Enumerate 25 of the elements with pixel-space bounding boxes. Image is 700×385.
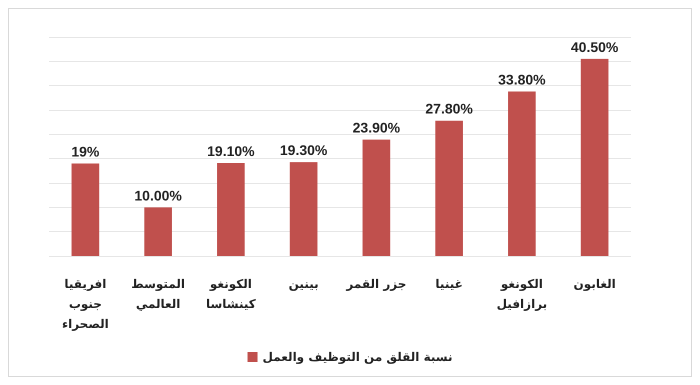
- data-label: 27.80%: [425, 100, 474, 117]
- bar: [72, 164, 100, 256]
- data-label: 23.90%: [352, 120, 401, 136]
- bar: [290, 162, 318, 256]
- bar: [362, 140, 390, 256]
- x-tick-label: جزر القمر: [345, 277, 406, 291]
- bar: [580, 58, 608, 256]
- x-tick-label: بينين: [288, 277, 319, 291]
- data-label: 19.30%: [280, 142, 328, 158]
- x-tick-label: الغابون: [574, 277, 616, 291]
- data-label: 19.10%: [207, 143, 256, 160]
- bar: [217, 163, 245, 256]
- data-label: 10.00%: [134, 187, 182, 204]
- x-tick-label: افريقيا جنوب الصحراء: [62, 277, 109, 331]
- data-label: 33.80%: [498, 72, 546, 88]
- x-tick-label: غينيا: [435, 277, 463, 291]
- legend-label: نسبة القلق من التوظيف والعمل: [262, 350, 452, 364]
- bar: [435, 120, 463, 256]
- x-tick-label: الكونغو كينشاسا: [206, 277, 256, 311]
- x-tick-label: المتوسط العالمي: [131, 277, 185, 311]
- data-label: 19%: [71, 144, 100, 160]
- data-label: 40.50%: [570, 38, 619, 55]
- bar: [144, 207, 172, 256]
- bar: [508, 92, 536, 256]
- x-tick-label: الكونغو برازافيل: [496, 277, 548, 311]
